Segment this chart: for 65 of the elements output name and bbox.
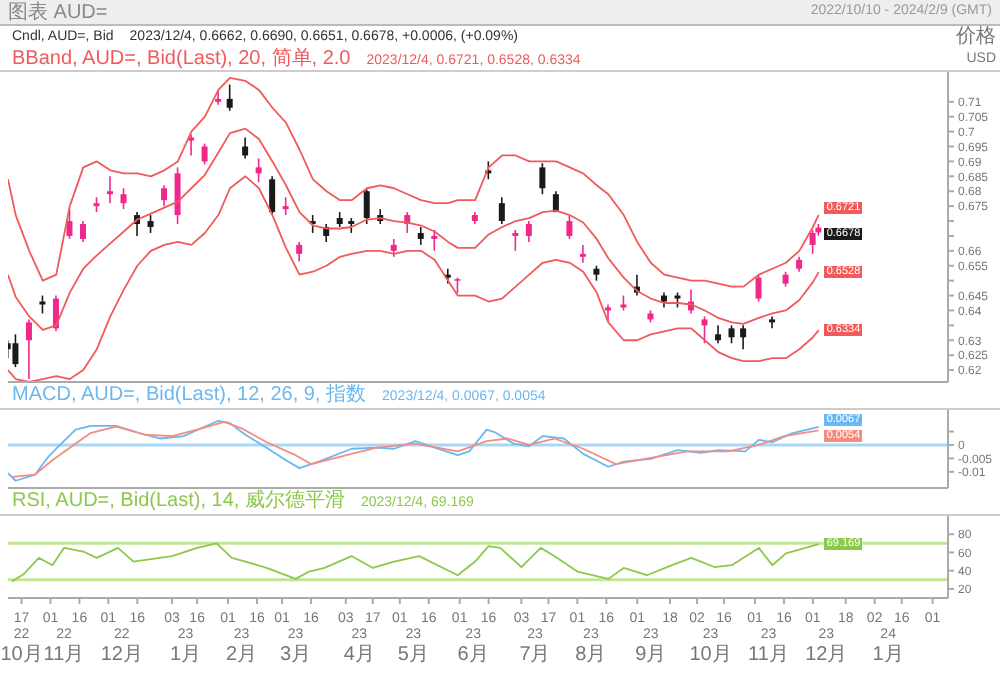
text: RSI, AUD=, Bid(Last), 14, 威尔德平滑	[12, 490, 345, 512]
x-tick-label: 16	[480, 612, 497, 626]
x-tick-label: 01	[42, 612, 59, 626]
x-tick-label: 03	[337, 612, 354, 626]
x-tick-label: 01	[569, 612, 586, 626]
text: MACD, AUD=, Bid(Last), 12, 26, 9, 指数	[12, 384, 367, 406]
x-tick-label: 03	[164, 612, 181, 626]
x-tick-label: 17	[13, 612, 30, 626]
candlestick	[363, 188, 370, 225]
x-tick-label: 16	[776, 612, 792, 626]
x-tick-label: 01	[805, 612, 821, 626]
line-series	[8, 77, 820, 288]
x-tick-label: 01	[629, 612, 646, 626]
candlestick	[539, 162, 546, 196]
x-tick-label: 18	[837, 612, 854, 626]
x-tick-label: 17	[540, 612, 557, 626]
line-series	[10, 542, 820, 583]
x-tick-label: 02	[689, 612, 706, 626]
x-tick-label: 01	[924, 612, 941, 626]
x-tick-label: 16	[716, 612, 733, 626]
candlestick	[79, 220, 86, 243]
text: BBand, AUD=, Bid(Last), 20, 简单, 2.0	[12, 48, 351, 70]
candlestick	[201, 142, 208, 166]
candlestick	[296, 241, 303, 263]
candlestick	[25, 318, 32, 380]
candlestick	[498, 196, 505, 225]
x-tick-label: 16	[249, 612, 265, 626]
x-tick-label: 16	[303, 612, 320, 626]
x-tick-label: 16	[189, 612, 206, 626]
candlestick	[269, 175, 276, 216]
candlestick	[566, 214, 573, 240]
candlestick	[809, 229, 816, 255]
candlestick	[226, 83, 233, 112]
x-tick-label: 16	[893, 612, 910, 626]
candlestick	[120, 187, 127, 210]
candlestick	[161, 184, 168, 207]
x-tick-label: 18	[662, 612, 679, 626]
x-tick-label: 01	[747, 612, 763, 626]
chart-title: 图表 AUD=	[8, 0, 108, 26]
candlestick	[769, 315, 776, 330]
x-tick-label: 01	[451, 612, 468, 626]
x-tick-label: 01	[220, 612, 237, 626]
candlestick	[66, 208, 73, 240]
line-series	[8, 127, 820, 331]
candlestick	[12, 333, 19, 368]
x-tick-label: 01	[392, 612, 408, 626]
candlestick	[512, 229, 519, 252]
x-tick-label: 01	[274, 612, 291, 626]
candlestick	[255, 157, 262, 184]
x-tick-label: 02	[866, 612, 883, 626]
candlestick	[107, 175, 114, 204]
candlestick	[174, 166, 181, 225]
candlestick	[755, 273, 762, 303]
candlestick	[740, 324, 747, 351]
line-series	[8, 175, 820, 382]
candlestick	[579, 244, 586, 264]
x-tick-label: 16	[598, 612, 615, 626]
x-tick-label: 16	[71, 612, 88, 626]
candlestick	[525, 220, 532, 243]
x-tick-label: 16	[129, 612, 146, 626]
x-tick-label: 17	[365, 612, 381, 626]
x-tick-label: 16	[420, 612, 437, 626]
candlestick	[701, 315, 708, 345]
x-tick-label: 03	[513, 612, 530, 626]
x-tick-label: 01	[100, 612, 117, 626]
